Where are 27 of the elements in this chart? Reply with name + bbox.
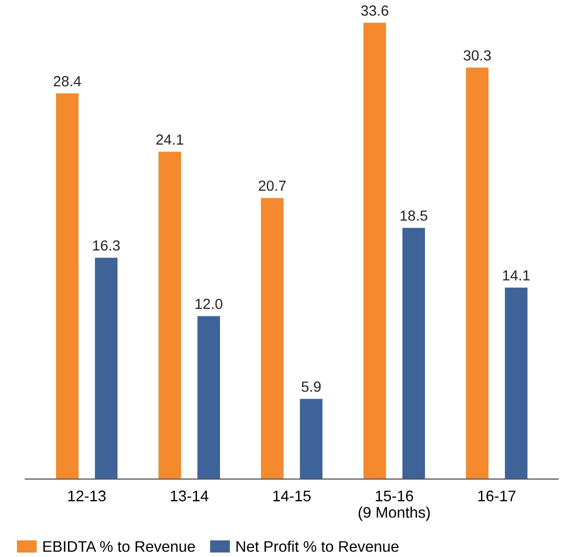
bar (260, 198, 284, 480)
data-label: 14.1 (503, 270, 530, 280)
bar (300, 398, 322, 480)
x-tick-label: 16-17 (478, 490, 516, 502)
data-label: 28.4 (54, 76, 82, 86)
data-label: 5.9 (302, 382, 321, 392)
legend-label: Net Profit % to Revenue (236, 540, 398, 552)
data-label: 16.3 (93, 240, 120, 251)
bar (504, 288, 528, 480)
x-tick-label: 15-16 (9 Months) (358, 490, 430, 521)
x-tick-label: 13-14 (170, 490, 208, 502)
data-label: 20.7 (258, 180, 286, 191)
legend-label: EBIDTA % to Revenue (43, 541, 195, 552)
data-label: 12.0 (196, 298, 222, 310)
bar (56, 93, 79, 480)
x-tick-label: 12-13 (68, 490, 106, 502)
data-label: 24.1 (156, 134, 184, 145)
bar (363, 22, 386, 480)
bar (466, 68, 488, 480)
bar (402, 228, 425, 480)
bar (197, 316, 220, 480)
data-label: 18.5 (400, 210, 428, 221)
bar (158, 152, 182, 480)
data-label: 33.6 (361, 5, 388, 16)
bar (94, 258, 118, 480)
x-tick-label: 14-15 (273, 490, 311, 502)
data-label: 30.3 (464, 50, 491, 61)
